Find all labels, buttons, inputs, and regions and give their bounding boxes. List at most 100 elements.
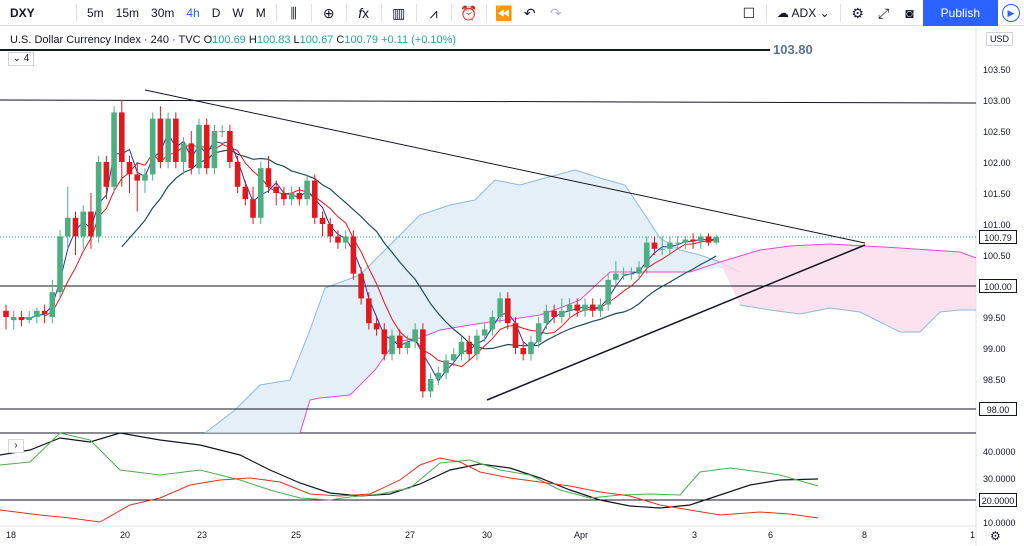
undo-icon[interactable]: ↶ <box>523 4 536 21</box>
open-label: O <box>203 34 213 46</box>
candle-body <box>474 335 480 355</box>
indicator-tick: 40.0000 <box>983 447 1016 457</box>
candle-body <box>643 242 650 268</box>
candle-body <box>296 193 303 200</box>
indicators-collapse-toggle[interactable]: ⌄ 4 <box>8 52 34 66</box>
triangle-upper-trendline <box>144 89 866 244</box>
price-tick: 102.50 <box>983 127 1011 137</box>
chart-settings-gear-icon[interactable]: ⚙ <box>990 529 1001 543</box>
candle-body <box>698 236 704 242</box>
candle-body <box>250 199 256 218</box>
candle-body <box>18 317 25 321</box>
candle-body <box>613 273 619 280</box>
financials-icon[interactable]: ▥ <box>392 4 406 21</box>
slow-moving-average <box>121 148 717 350</box>
cloud-icon: ☁ <box>776 6 789 20</box>
candle-body <box>435 372 442 379</box>
minus-di-line <box>0 457 819 523</box>
gear-icon[interactable]: ⚙ <box>851 5 864 21</box>
time-tick: 23 <box>197 530 208 540</box>
camera-icon[interactable]: ◙ <box>905 5 914 21</box>
candle-body <box>713 237 720 243</box>
time-tick: Apr <box>574 530 589 540</box>
interval-m[interactable]: M <box>255 5 266 20</box>
candle-body <box>257 168 264 218</box>
interval-5m[interactable]: 5m <box>87 5 104 20</box>
candle-body <box>265 168 272 187</box>
price-tick: 103.50 <box>983 65 1011 75</box>
symbol-title[interactable]: U.S. Dollar Currency Index · 240 · TVC <box>10 34 201 46</box>
candle-body <box>443 360 449 373</box>
price-tick: 100.50 <box>983 251 1011 261</box>
divider <box>450 3 452 22</box>
divider <box>380 3 382 22</box>
candle-body <box>543 310 550 324</box>
divider <box>765 4 767 22</box>
interval-4h[interactable]: 4h <box>186 5 200 20</box>
candle-body <box>95 162 102 237</box>
alert-clock-icon[interactable]: ⏰ <box>460 4 478 21</box>
replay-icon[interactable]: ⏪ <box>495 4 513 21</box>
candle-body <box>149 118 156 175</box>
symbol-search[interactable]: DXY <box>10 5 35 20</box>
layout-adx-button[interactable]: ☁ ADX ⌄ <box>771 0 836 26</box>
candle-body <box>505 298 511 324</box>
candle-body <box>304 180 310 200</box>
candle-body <box>674 242 681 244</box>
templates-icon[interactable]: ⩘ <box>429 4 438 21</box>
candle-body <box>49 292 56 317</box>
price-tick: 98.50 <box>983 375 1006 385</box>
time-tick: 27 <box>405 530 416 540</box>
candle-body <box>196 124 202 169</box>
fullscreen-square-icon[interactable]: ☐ <box>742 5 756 21</box>
ichimoku-cloud-bullish <box>205 170 740 433</box>
low-label: L <box>293 34 300 46</box>
price-tick: 99.50 <box>983 313 1006 323</box>
indicator-pane-toggle[interactable]: › <box>8 439 24 453</box>
divider <box>76 3 77 22</box>
redo-icon[interactable]: ↷ <box>549 4 562 21</box>
change-value: +0.11 (+0.10%) <box>381 34 457 46</box>
candle-body <box>57 236 63 293</box>
chevron-down-icon: ⌄ <box>819 6 830 20</box>
compare-plus-icon[interactable]: ⊕ <box>322 4 335 21</box>
candle-body <box>551 310 557 317</box>
mid-moving-average <box>44 143 717 368</box>
interval-w[interactable]: W <box>232 5 244 20</box>
candle-body <box>281 193 287 200</box>
interval-15m[interactable]: 15m <box>115 5 140 20</box>
layout-name: ADX <box>791 6 817 20</box>
divider <box>485 3 487 22</box>
time-tick: 20 <box>120 530 131 540</box>
time-tick: 1 <box>970 530 976 540</box>
candle-body <box>389 335 395 355</box>
publish-button[interactable]: Publish <box>922 0 998 26</box>
adx-line <box>0 432 819 509</box>
interval-d[interactable]: D <box>211 5 221 20</box>
candle-body <box>512 323 519 348</box>
candle-body <box>342 236 349 243</box>
candle-body <box>682 239 689 243</box>
plus-di-line <box>0 432 819 501</box>
candle-style-icon[interactable]: ⫼ <box>290 4 297 21</box>
price-tick: 99.00 <box>983 344 1006 354</box>
candle-body <box>103 162 110 187</box>
fullscreen-icon[interactable]: ⤢ <box>878 5 890 21</box>
candle-body <box>312 180 318 218</box>
senkou-span-a-future-line <box>739 304 976 333</box>
interval-30m[interactable]: 30m <box>151 5 175 20</box>
candle-body <box>111 112 117 187</box>
resistance-line-10300 <box>0 99 977 104</box>
indicator-tick: 30.0000 <box>983 474 1016 484</box>
indicator-count: 4 <box>23 53 30 64</box>
indicators-fx-icon[interactable]: fx <box>358 4 370 21</box>
candle-body <box>404 341 411 348</box>
candle-body <box>628 273 635 275</box>
currency-tag[interactable]: USD <box>986 32 1014 46</box>
candle-body <box>520 348 527 355</box>
candle-body <box>574 304 581 311</box>
time-tick: 30 <box>482 530 493 540</box>
play-button[interactable]: ▶ <box>998 0 1024 26</box>
candle-body <box>420 329 426 392</box>
